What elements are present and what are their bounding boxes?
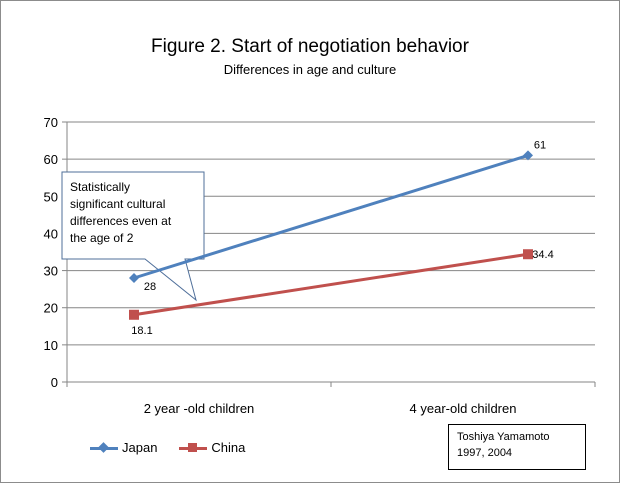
y-tick-label: 70 (44, 115, 58, 130)
data-point-china (129, 309, 139, 320)
annotation-text: Statistically significant cultural diffe… (70, 179, 202, 247)
data-labels: 28 61 18.1 34.4 (131, 139, 553, 336)
x-tick-label: 2 year -old children (144, 401, 255, 416)
x-axis: 2 year -old children 4 year-old children (66, 381, 596, 416)
y-tick-label: 40 (44, 226, 58, 241)
series-group (129, 150, 533, 320)
series-line-china (132, 252, 530, 317)
annotation-line: significant cultural (70, 197, 166, 211)
legend-label: Japan (122, 440, 158, 455)
square-marker-icon (179, 442, 208, 454)
x-tick-label: 4 year-old children (410, 401, 517, 416)
y-tick-label: 30 (44, 264, 58, 279)
annotation-line: Statistically (70, 180, 131, 194)
data-label: 34.4 (532, 249, 553, 261)
series-line-japan (132, 153, 530, 280)
annotation-line: the age of 2 (70, 231, 134, 245)
chart-legend: Japan China (90, 440, 267, 455)
y-tick-label: 10 (44, 338, 58, 353)
credit-box: Toshiya Yamamoto 1997, 2004 (448, 424, 586, 470)
legend-label: China (211, 440, 246, 455)
y-axis: 0 10 20 30 40 50 60 70 (44, 115, 68, 390)
credit-year: 1997, 2004 (457, 447, 513, 459)
y-tick-label: 20 (44, 301, 58, 316)
data-label: 28 (144, 281, 156, 293)
annotation-line: differences even at (70, 214, 172, 228)
chart-subtitle: Differences in age and culture (223, 62, 397, 77)
data-point-japan (523, 150, 533, 161)
y-tick-label: 60 (44, 152, 58, 167)
data-label: 61 (534, 139, 546, 151)
data-label: 18.1 (131, 325, 152, 337)
legend-item-china: China (179, 440, 245, 455)
diamond-marker-icon (90, 441, 118, 454)
data-point-japan (129, 273, 139, 283)
credit-author: Toshiya Yamamoto (457, 431, 550, 443)
chart-title: Figure 2. Start of negotiation behavior (151, 36, 469, 57)
legend-item-japan: Japan (90, 440, 157, 455)
y-tick-label: 50 (44, 189, 58, 204)
data-point-china (523, 249, 533, 260)
y-tick-label: 0 (51, 375, 58, 390)
